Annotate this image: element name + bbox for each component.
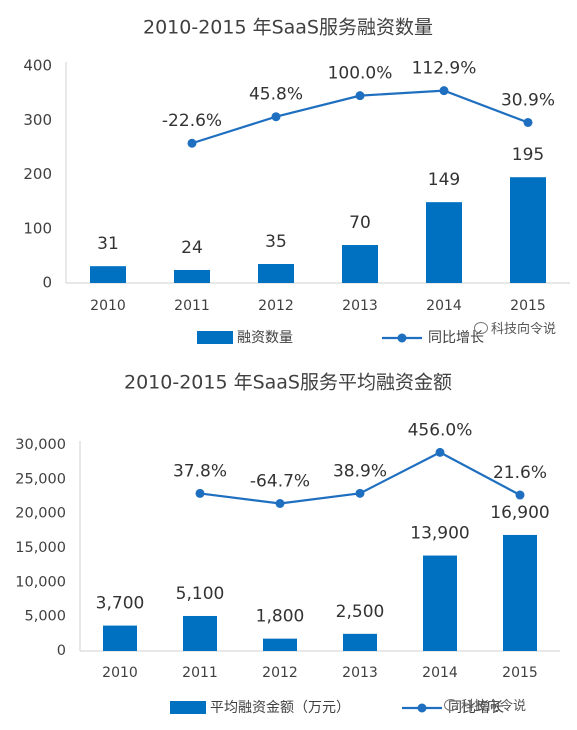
x-tick-label: 2013 [342,298,378,314]
bar-data-label: 5,100 [176,584,225,604]
x-tick-label: 2015 [502,665,538,681]
y-tick-label: 300 [23,111,52,129]
y-tick-label: 100 [23,219,52,237]
bar [343,633,377,651]
y-tick-label: 200 [23,165,52,183]
chart-avg-funding-svg: 2010-2015 年SaaS服务平均融资金额 0 5,000 10,000 15,00… [15,372,560,716]
x-tick-label: 2010 [90,298,126,314]
x-tick-label: 2011 [174,298,210,314]
growth-point [515,490,525,500]
bar [174,269,210,283]
bar-data-label: 16,900 [490,503,549,523]
bar-data-label: 3,700 [96,594,145,614]
bar-data-label: 2,500 [336,602,385,622]
bar [423,555,457,651]
growth-point [523,117,533,127]
bar [263,638,297,651]
bar [342,245,378,283]
wechat-icon [444,699,458,711]
bar-data-label: 24 [181,238,203,258]
y-tick-label: 10,000 [15,574,66,590]
growth-data-label: 38.9% [333,461,387,481]
y-tick-label: 15,000 [15,540,66,556]
legend-line-label: 同比增长 [448,700,504,716]
x-tick-label: 2014 [422,665,458,681]
watermark-text: 科技向令说 [491,322,557,337]
bar [90,266,126,283]
y-tick-label: 0 [57,643,66,659]
y-tick-label: 5,000 [24,609,66,625]
bar-data-label: 1,800 [256,607,305,627]
bar [426,202,462,283]
growth-point [355,91,365,101]
legend-bar-swatch [170,701,206,714]
growth-data-label: 37.8% [173,461,227,481]
y-tick-label: 30,000 [15,437,66,453]
growth-data-label: 100.0% [328,64,393,84]
bar-data-label: 31 [97,234,119,254]
y-tick-label: 20,000 [15,506,66,522]
growth-data-label: 21.6% [493,463,547,483]
x-tick-label: 2014 [426,298,462,314]
growth-point [187,138,197,148]
bar [183,615,217,651]
growth-point [195,488,205,498]
y-tick-label: 0 [42,274,52,292]
wechat-icon [474,322,488,334]
growth-data-label: 30.9% [501,90,555,110]
bar-data-label: 195 [512,145,544,165]
growth-point [355,488,365,498]
growth-data-label: 45.8% [249,85,303,105]
bar [503,534,537,651]
bar [510,177,546,283]
bar-data-label: 13,900 [410,524,469,544]
growth-data-label: 112.9% [412,59,477,79]
growth-point [439,86,449,96]
growth-data-label: -64.7% [250,471,310,491]
growth-point [271,112,281,122]
watermark-text: 科技向令说 [461,699,527,714]
x-tick-label: 2012 [258,298,294,314]
legend-line-label: 同比增长 [428,330,484,346]
x-tick-label: 2013 [342,665,378,681]
y-tick-label: 400 [23,57,52,75]
chart-funding-count: 2010-2015 年SaaS服务融资数量 0 100 200 300 400 31 2010… [23,17,570,346]
watermark-2: 科技向令说 [444,695,526,714]
growth-data-label: 456.0% [408,420,473,440]
legend-bar-swatch [197,331,233,344]
growth-point [275,498,285,508]
y-tick-label: 25,000 [15,471,66,487]
x-tick-label: 2015 [510,298,546,314]
chart-title: 2010-2015 年SaaS服务融资数量 [143,17,433,39]
legend-bar-label: 平均融资金额（万元） [210,700,350,716]
legend-line-marker [397,333,407,343]
growth-data-label: -22.6% [162,111,222,131]
legend-bar-label: 融资数量 [237,330,293,346]
growth-point [435,447,445,457]
bar-data-label: 70 [349,213,371,233]
bar [103,625,137,651]
bar-data-label: 149 [428,170,460,190]
chart-funding-count-svg: 2010-2015 年SaaS服务融资数量 0 100 200 300 400 31 2010… [23,17,570,346]
legend-line-marker [417,703,427,713]
bar [258,264,294,283]
chart-avg-funding: 2010-2015 年SaaS服务平均融资金额 0 5,000 10,000 15,00… [0,365,577,730]
watermark-1: 科技向令说 [474,318,556,337]
x-tick-label: 2012 [262,665,298,681]
x-tick-label: 2011 [182,665,218,681]
chart-title: 2010-2015 年SaaS服务平均融资金额 [124,372,452,394]
bar-data-label: 35 [265,232,287,252]
x-tick-label: 2010 [102,665,138,681]
